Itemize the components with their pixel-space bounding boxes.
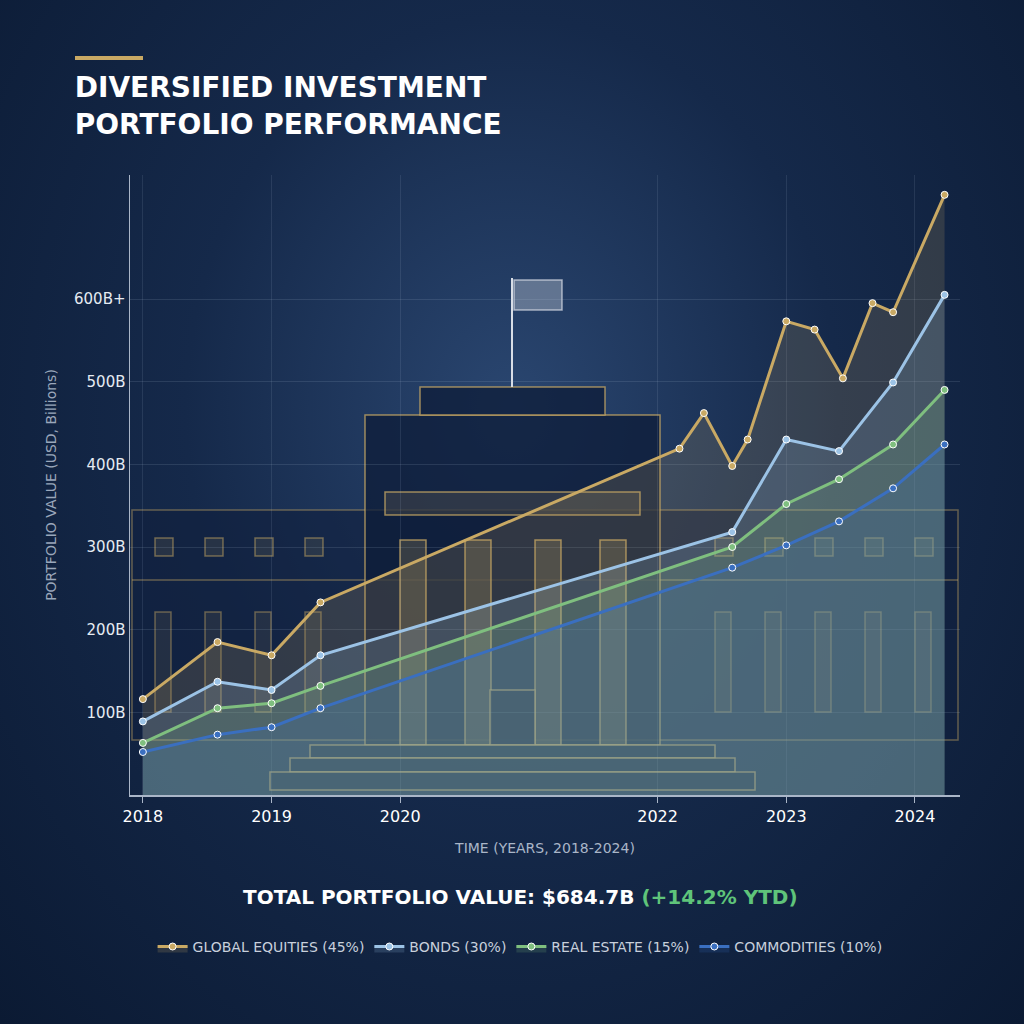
- svg-text:TOTAL PORTFOLIO VALUE: $684.7B: TOTAL PORTFOLIO VALUE: $684.7B (+14.2% Y…: [243, 885, 798, 909]
- svg-text:400B: 400B: [87, 456, 126, 474]
- svg-text:GLOBAL EQUITIES (45%): GLOBAL EQUITIES (45%): [193, 939, 365, 955]
- svg-text:300B: 300B: [87, 538, 126, 556]
- svg-text:2022: 2022: [637, 807, 678, 826]
- svg-text:100B: 100B: [87, 704, 126, 722]
- svg-text:2024: 2024: [895, 807, 936, 826]
- svg-text:2019: 2019: [251, 807, 292, 826]
- svg-text:600B+: 600B+: [74, 290, 126, 308]
- svg-text:BONDS (30%): BONDS (30%): [409, 939, 506, 955]
- svg-text:500B: 500B: [87, 373, 126, 391]
- svg-text:REAL ESTATE (15%): REAL ESTATE (15%): [551, 939, 689, 955]
- svg-text:2023: 2023: [766, 807, 807, 826]
- svg-text:2020: 2020: [380, 807, 421, 826]
- svg-text:2018: 2018: [123, 807, 164, 826]
- svg-text:200B: 200B: [87, 621, 126, 639]
- svg-text:DIVERSIFIED INVESTMENTPORTFOLI: DIVERSIFIED INVESTMENTPORTFOLIO PERFORMA…: [75, 71, 502, 140]
- svg-text:PORTFOLIO VALUE (USD, Billions: PORTFOLIO VALUE (USD, Billions): [43, 369, 59, 601]
- svg-text:TIME (YEARS, 2018-2024): TIME (YEARS, 2018-2024): [454, 840, 635, 856]
- svg-text:COMMODITIES (10%): COMMODITIES (10%): [734, 939, 882, 955]
